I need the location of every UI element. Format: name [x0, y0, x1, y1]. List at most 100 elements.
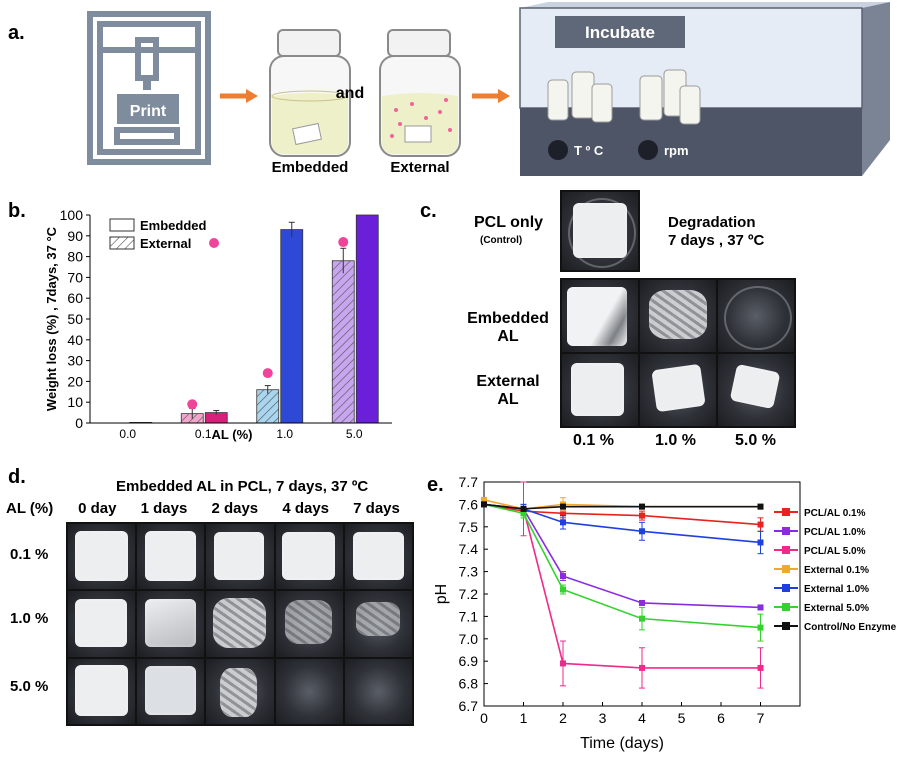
panel-d-label: d. [8, 466, 26, 488]
photo-d-r1-c0 [68, 591, 136, 657]
legend-label-pcl-al-5-0-: PCL/AL 5.0% [804, 546, 866, 557]
y-tick-label-6.8: 6.8 [459, 676, 479, 692]
y-tick-label-10: 10 [67, 394, 83, 410]
panel-a-label: a. [8, 22, 25, 44]
y-tick-label-40: 40 [67, 332, 83, 348]
point-pcl-al-1-0--7 [757, 604, 764, 611]
degradation-label: Degradation [668, 214, 756, 231]
photo-d-r2-c3 [275, 658, 343, 724]
y-tick-label-7: 7.0 [459, 631, 479, 647]
panel-b-label: b. [8, 200, 26, 222]
x-tick-label-5: 5 [678, 710, 686, 726]
legend-external-dot [209, 238, 219, 248]
x-tick-label-1: 1 [520, 710, 528, 726]
point-pcl-al-5-0--2 [560, 660, 566, 667]
row-embedded-label: Embedded AL [465, 310, 551, 346]
x-tick-label-7: 7 [757, 710, 765, 726]
day-header-1: 1 days [140, 500, 188, 517]
incubator-icon [519, 2, 890, 176]
panel-c-label: c. [420, 200, 437, 222]
y-tick-label-7.5: 7.5 [459, 519, 479, 535]
point-external-5-0--2 [560, 586, 566, 593]
y-tick-label-7.3: 7.3 [459, 564, 479, 580]
point-external-5-0--1 [520, 510, 527, 517]
day-headers: 0 day 1 days 2 days 4 days 7 days [66, 500, 412, 517]
point-control-no-enzyme-0 [481, 501, 487, 508]
photo-d-r2-c2 [206, 658, 274, 724]
photo-d-r1-c4 [344, 591, 412, 657]
embedded-label: Embedded [272, 159, 349, 176]
arrow-right-icon-2 [472, 89, 510, 103]
y-tick-label-100: 100 [60, 207, 84, 223]
jar-external-icon [379, 29, 461, 157]
point-control-no-enzyme-2 [560, 503, 566, 510]
y-tick-label-70: 70 [67, 269, 83, 285]
x-tick-label-5.0: 5.0 [346, 427, 363, 441]
y-axis-label: Weight loss (%) , 7days, 37 °C [44, 226, 59, 411]
x-axis-label: AL (%) [212, 427, 253, 442]
printer-icon [87, 11, 211, 165]
legend-marker-pcl-al-1-0- [782, 527, 790, 535]
bar-embedded-1.0 [280, 229, 304, 424]
point-external-1-0--4 [639, 528, 645, 535]
point-pcl-al-5-0--7 [757, 664, 764, 671]
photo-embedded-5-0 [718, 280, 794, 352]
row-embedded-line2: AL [497, 328, 519, 345]
bar-external-5.0 [331, 260, 355, 424]
row-external-label: External AL [465, 373, 551, 409]
control-photo [560, 190, 640, 272]
legend-label-external-5-0-: External 5.0% [804, 603, 869, 614]
day-header-2: 2 days [211, 500, 259, 517]
photo-d-r2-c4 [344, 658, 412, 724]
x-tick-label-3: 3 [599, 710, 607, 726]
legend-embedded-label: Embedded [140, 218, 207, 233]
rpm-label: rpm [664, 143, 689, 158]
point-control-no-enzyme-4 [639, 503, 645, 510]
point-external-5-0--4 [639, 615, 645, 622]
point-external-1-0--2 [560, 519, 566, 526]
point-external-1-0--7 [757, 539, 764, 546]
row-embedded-line1: Embedded [467, 310, 549, 327]
weight-loss-bar-chart: 0.0 0.1 1.0 5.0 0 10 20 30 40 50 60 70 80 90 100 AL (%)… [44, 207, 392, 442]
marker-dot-1.0 [262, 368, 273, 379]
col-label-5-0: 5.0 % [735, 432, 776, 449]
x-tick-label-6: 6 [717, 710, 725, 726]
series-line-external-5-0- [483, 503, 761, 629]
y-tick-label-7.4: 7.4 [459, 541, 479, 557]
legend-marker-pcl-al-5-0- [782, 546, 790, 554]
legend-marker-pcl-al-0-1- [782, 508, 790, 516]
photo-d-r0-c2 [206, 524, 274, 590]
x-tick-label-1.0: 1.0 [276, 427, 293, 441]
photo-d-r0-c0 [68, 524, 136, 590]
photo-d-r0-c3 [275, 524, 343, 590]
photo-d-r1-c3 [275, 591, 343, 657]
and-label: and [336, 85, 364, 102]
incubate-label: Incubate [585, 23, 655, 42]
y-tick-label-6.9: 6.9 [459, 653, 479, 669]
legend-marker-external-5-0- [782, 603, 790, 611]
y-tick-label-0: 0 [75, 415, 83, 431]
point-control-no-enzyme-7 [757, 503, 764, 510]
photo-d-r2-c1 [137, 658, 205, 724]
photo-embedded-0-1 [562, 280, 638, 352]
bar-embedded-5.0 [355, 214, 379, 424]
y-tick-label-30: 30 [67, 353, 83, 369]
series-line-pcl-al-1-0- [483, 503, 761, 609]
x-tick-label-2: 2 [559, 710, 567, 726]
row-label-1-0: 1.0 % [10, 610, 49, 627]
y-tick-label-7.2: 7.2 [459, 586, 479, 602]
ph-line-chart: 6.7 6.8 6.9 7.0 7.1 7.2 7.3 7.4 7.5 7.6 7.7 0 1 2 3 4 5 6… [433, 474, 897, 752]
y-tick-label-7.6: 7.6 [459, 496, 479, 512]
photo-control-cell [562, 192, 638, 270]
panel-d-title: Embedded AL in PCL, 7 days, 37 ºC [116, 478, 369, 495]
legend-external-label: External [140, 236, 191, 251]
photo-embedded-1-0 [640, 280, 716, 352]
degradation-photo-grid [560, 278, 796, 428]
y-tick-label-7.7: 7.7 [459, 474, 479, 490]
row-label-5-0: 5.0 % [10, 678, 49, 695]
y-tick-label-7.1: 7.1 [459, 608, 479, 624]
legend-label-control-no-enzyme: Control/No Enzyme [804, 622, 897, 633]
bar-external-1.0 [256, 389, 280, 424]
legend-label-pcl-al-0-1-: PCL/AL 0.1% [804, 508, 866, 519]
legend-marker-external-1-0- [782, 584, 790, 592]
